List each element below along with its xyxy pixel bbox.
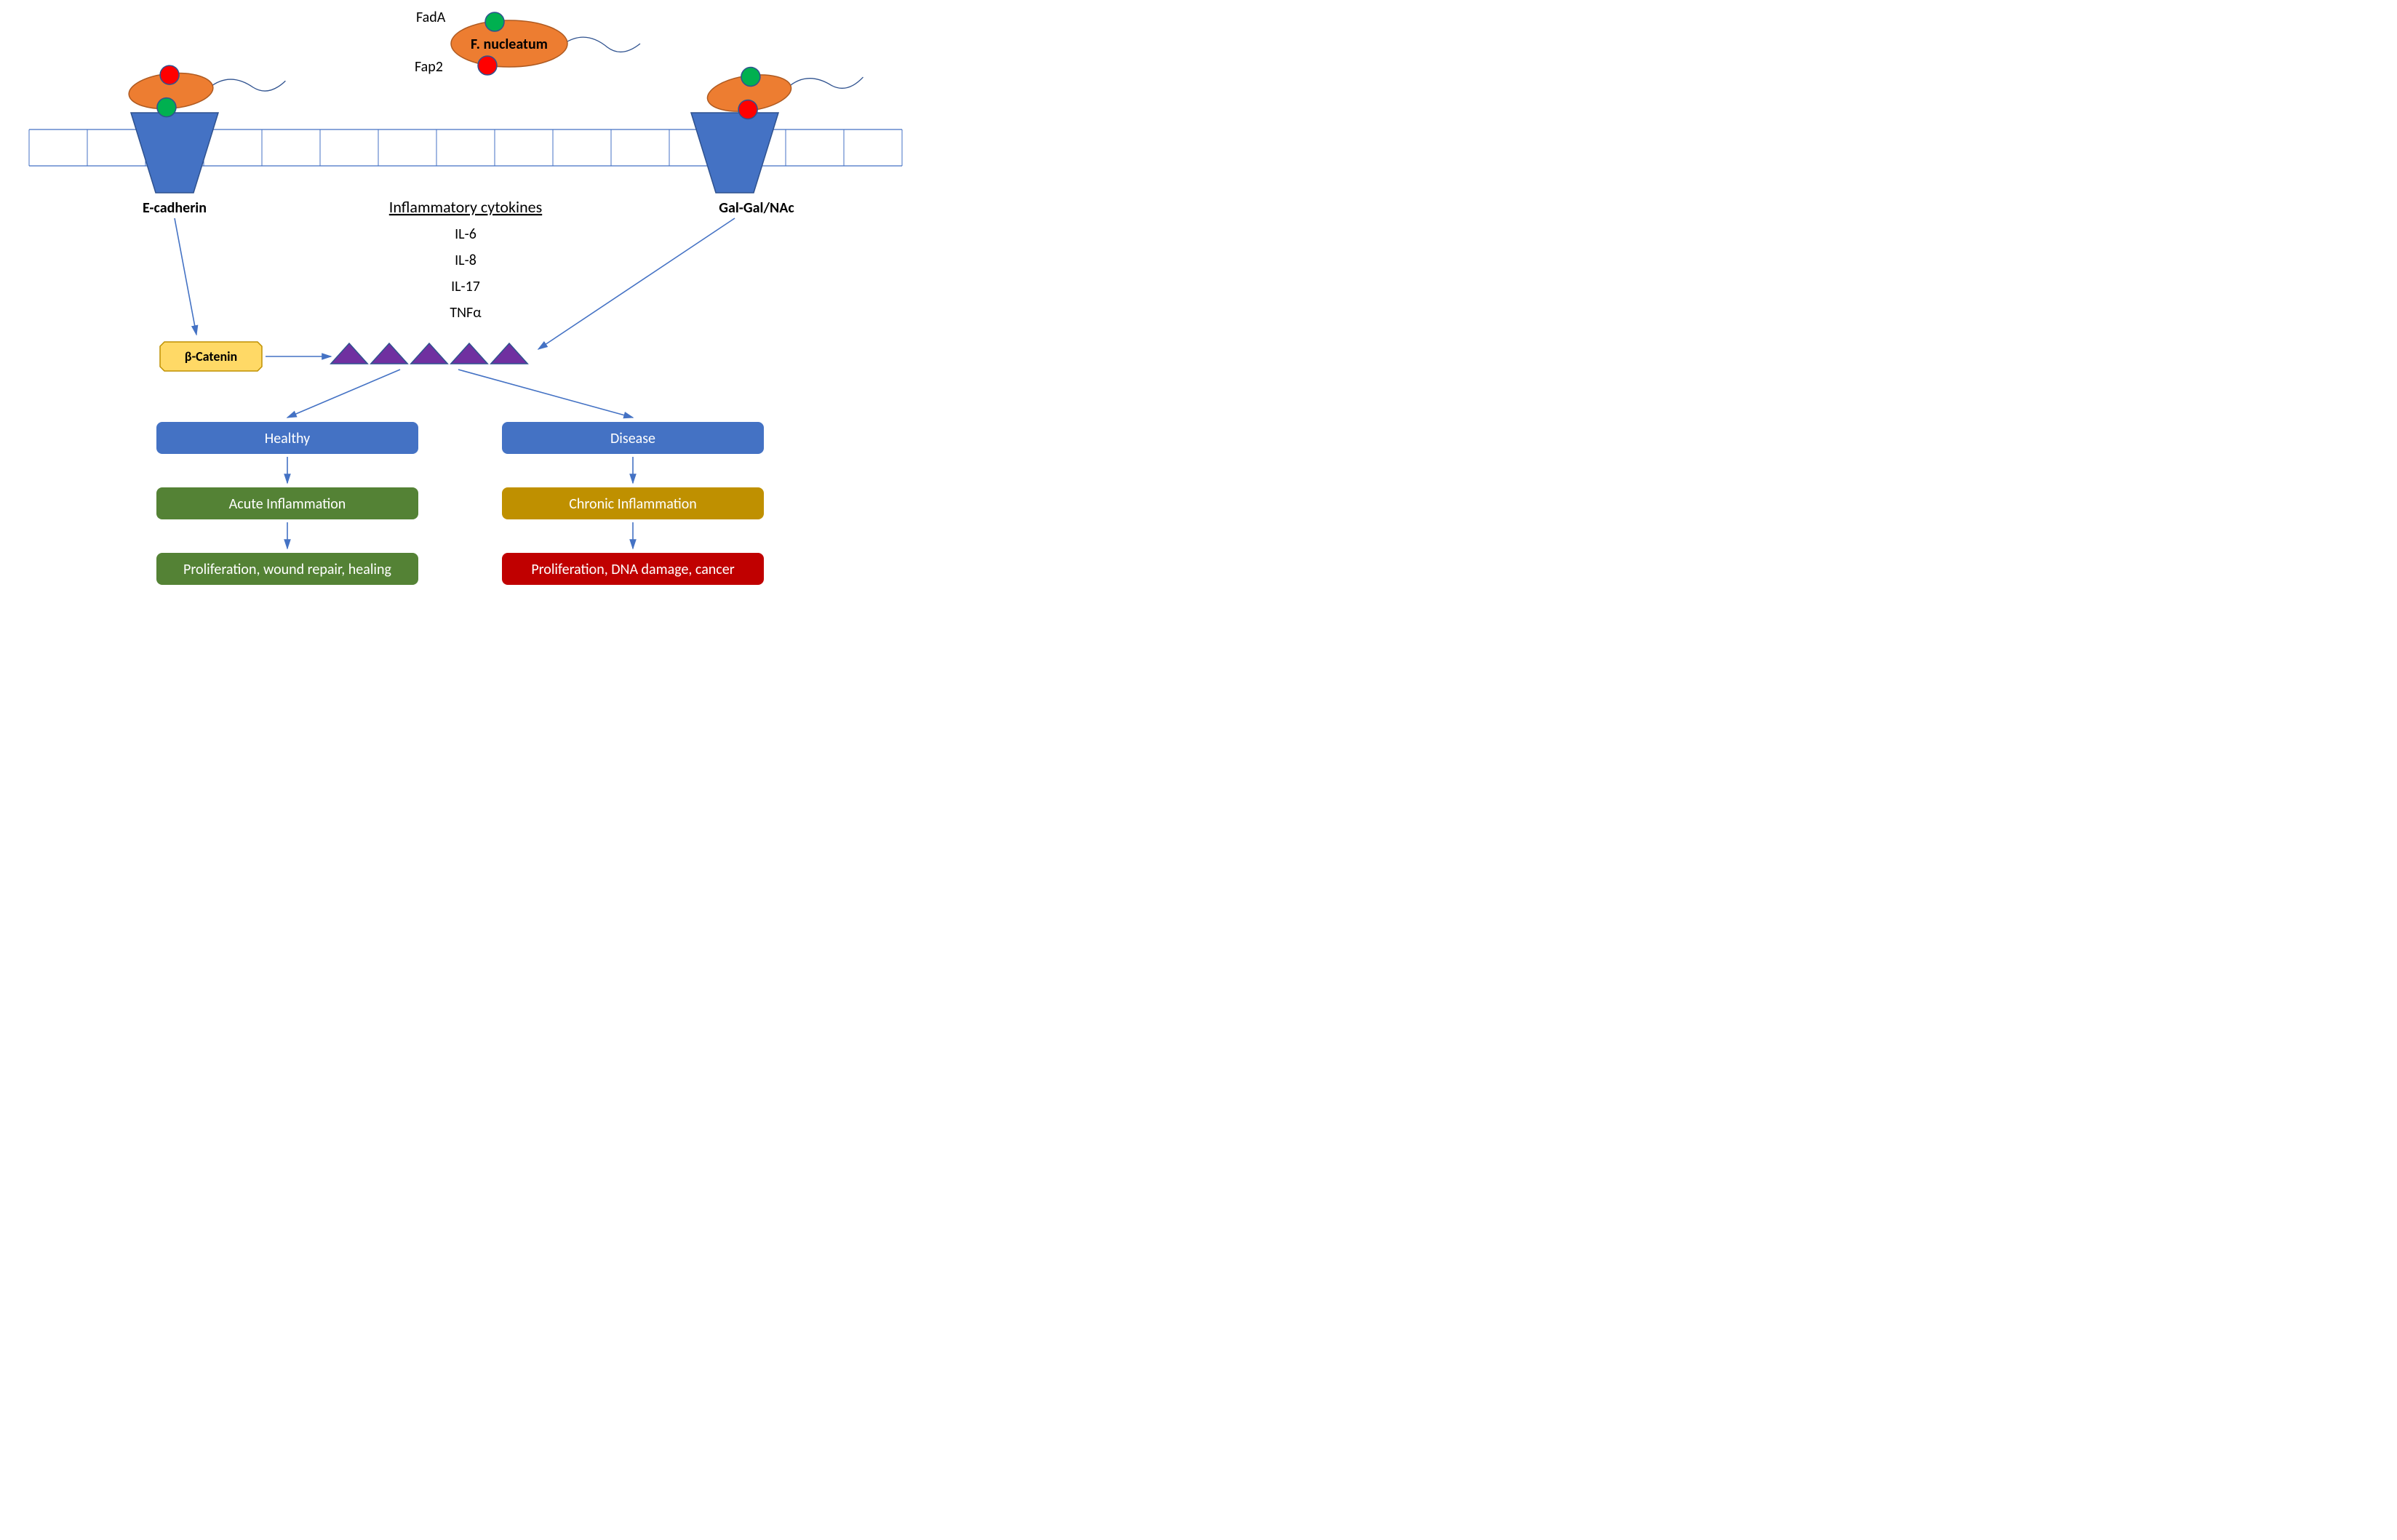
box-chronic-label: Chronic Inflammation xyxy=(569,495,697,513)
box-disease-label: Disease xyxy=(610,430,655,447)
cytokine-item: TNFα xyxy=(450,304,482,322)
fnucleatum-label: F. nucleatum xyxy=(471,36,548,53)
cytokine-triangle xyxy=(411,343,447,364)
cytokine-item: IL-6 xyxy=(455,226,476,243)
cytokine-item: IL-8 xyxy=(455,252,476,269)
fap2-icon xyxy=(478,56,497,75)
cytokine-triangle xyxy=(451,343,487,364)
cytokine-item: IL-17 xyxy=(451,278,480,295)
cytokine-triangle xyxy=(371,343,407,364)
galgal-label: Gal-Gal/NAc xyxy=(719,199,794,217)
bacterium-left xyxy=(127,55,287,120)
ecadherin-label: E-cadherin xyxy=(143,199,207,217)
receptor-galgal xyxy=(691,113,778,193)
box-prolif-cancer-label: Proliferation, DNA damage, cancer xyxy=(531,561,734,578)
cytokine-triangle xyxy=(331,343,367,364)
flagellum-icon xyxy=(209,74,286,95)
beta-catenin-label: β-Catenin xyxy=(185,348,237,364)
box-acute-label: Acute Inflammation xyxy=(229,495,346,513)
arrow-ecad-to-bcat xyxy=(175,218,196,335)
receptor-ecadherin xyxy=(131,113,218,193)
arrow-to-disease xyxy=(458,370,633,418)
fada-icon xyxy=(485,12,504,31)
flagellum-icon xyxy=(786,71,864,96)
cytokines-header: Inflammatory cytokines xyxy=(389,197,542,217)
box-prolif-heal-label: Proliferation, wound repair, healing xyxy=(183,561,391,578)
arrow-to-healthy xyxy=(287,370,400,418)
flagellum-icon xyxy=(564,37,640,52)
cytokine-triangle xyxy=(491,343,527,364)
box-healthy-label: Healthy xyxy=(265,430,310,447)
fap2-label: Fap2 xyxy=(415,58,443,76)
fada-label: FadA xyxy=(416,9,446,26)
arrow-galgal-to-triangles xyxy=(538,218,735,349)
